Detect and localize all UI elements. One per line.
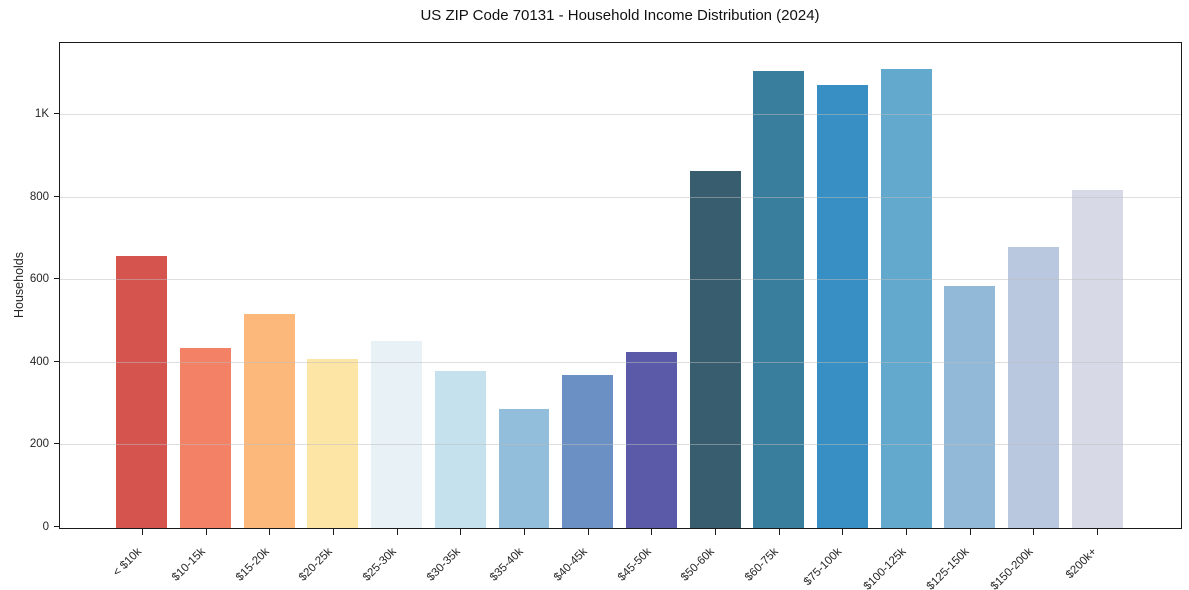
x-tick-label: $20-25k <box>297 545 336 584</box>
bar-slot: $150-200k <box>989 43 1066 590</box>
bar <box>625 351 677 528</box>
bar-series: < $10k $10-15k $15-20k $20-25k $25-30k $30-35… <box>60 43 1181 590</box>
x-tick-mark <box>651 529 653 535</box>
x-tick-label: $35-40k <box>488 545 527 584</box>
bar-slot: $20-25k <box>297 43 365 584</box>
x-tick-mark <box>269 529 271 535</box>
x-tick-mark <box>1097 529 1099 535</box>
x-tick-mark <box>141 529 143 535</box>
x-tick-label: $100-125k <box>861 545 909 590</box>
x-tick-mark <box>332 529 334 535</box>
y-tick-mark <box>54 278 59 280</box>
bar <box>562 375 614 528</box>
x-tick-label: $40-45k <box>552 545 590 584</box>
bar-slot: $35-40k <box>488 43 556 584</box>
x-tick-mark <box>1033 529 1035 535</box>
y-tick-mark <box>54 443 59 445</box>
x-tick-mark <box>906 529 908 535</box>
bar <box>944 285 996 528</box>
bar-slot: $200k+ <box>1064 43 1129 581</box>
x-tick-mark <box>587 529 589 535</box>
y-tick-mark <box>54 360 59 362</box>
bar <box>753 70 805 528</box>
x-tick-label: $10-15k <box>169 545 208 584</box>
x-tick-mark <box>969 529 971 535</box>
bar-slot: $75-100k <box>802 43 875 588</box>
x-tick-mark <box>715 529 717 535</box>
bar-slot: $60-75k <box>743 43 811 584</box>
bar-slot: $10-15k <box>170 43 238 584</box>
x-tick-mark <box>778 529 780 535</box>
x-tick-mark <box>460 529 462 535</box>
chart-title: US ZIP Code 70131 - Household Income Dis… <box>420 7 820 24</box>
y-tick-label: 0 <box>42 521 49 533</box>
x-tick-label: $150-200k <box>988 545 1036 590</box>
y-tick-mark <box>54 195 59 197</box>
bar <box>434 370 486 528</box>
bar <box>371 341 423 528</box>
bar <box>816 85 868 528</box>
y-tick-label: 400 <box>29 355 49 368</box>
bar <box>1008 247 1059 528</box>
y-tick-label: 800 <box>29 190 49 203</box>
y-tick-mark <box>54 113 59 115</box>
bar <box>180 348 231 528</box>
x-tick-label: $30-35k <box>424 545 463 584</box>
bar-slot: $100-125k <box>861 43 938 590</box>
bar-slot: $125-150k <box>925 43 1002 590</box>
x-tick-label: $15-20k <box>233 545 272 584</box>
bar <box>689 171 741 528</box>
bar-slot: $15-20k <box>234 43 301 584</box>
bar <box>116 256 168 528</box>
bar <box>307 358 359 528</box>
x-tick-label: $200k+ <box>1063 545 1100 582</box>
y-tick-label: 600 <box>29 273 49 286</box>
bar <box>498 409 550 528</box>
bar-slot: < $10k <box>110 43 174 579</box>
bar-slot: $50-60k <box>679 43 747 584</box>
y-tick-mark <box>54 526 59 527</box>
x-tick-label: $25-30k <box>360 545 399 584</box>
x-tick-mark <box>842 529 844 535</box>
bar <box>1071 190 1123 528</box>
x-tick-label: $60-75k <box>743 545 781 584</box>
x-tick-label: $50-60k <box>679 545 718 584</box>
bar-slot: $25-30k <box>361 43 429 584</box>
x-tick-label: $125-150k <box>925 545 973 590</box>
y-axis: 0 200 400 600 800 1K <box>0 42 59 533</box>
bar <box>243 313 295 528</box>
bar-slot: $40-45k <box>552 43 620 584</box>
y-tick-label: 1K <box>34 108 49 121</box>
x-tick-label: $75-100k <box>802 545 845 589</box>
x-tick-label: $45-50k <box>615 545 654 584</box>
bar-slot: $30-35k <box>425 43 492 584</box>
x-tick-label: < $10k <box>110 545 145 579</box>
bar <box>880 69 932 528</box>
y-tick-label: 200 <box>29 438 49 451</box>
x-tick-mark <box>205 529 207 535</box>
x-tick-mark <box>523 529 525 535</box>
x-tick-mark <box>396 529 398 535</box>
plot-area: < $10k $10-15k $15-20k $20-25k $25-30k $30-35… <box>59 42 1182 590</box>
bar-slot: $45-50k <box>616 43 684 584</box>
